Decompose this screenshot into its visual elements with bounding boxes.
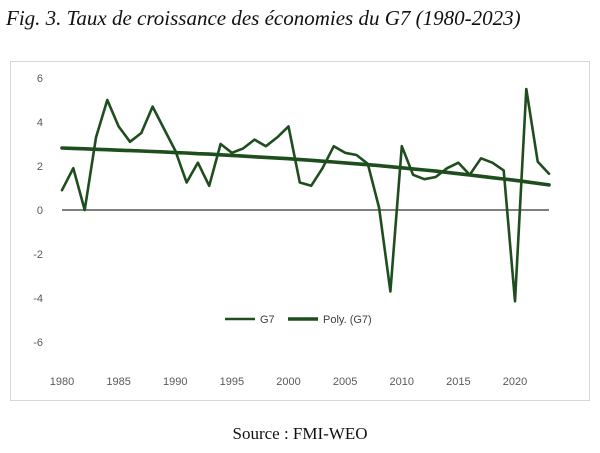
series-line-g7 [60, 87, 551, 303]
y-tick-label: -4 [33, 293, 43, 305]
y-tick-label: 2 [37, 161, 43, 173]
y-tick-label: 4 [37, 117, 43, 129]
x-tick-label: 1995 [220, 376, 244, 388]
x-tick-label: 2000 [276, 376, 300, 388]
growth-line-chart: -6 -4 -2 0 2 4 6 1980 1985 1990 1995 2000 2005 2010 2… [33, 73, 551, 388]
x-tick-label: 2010 [390, 376, 414, 388]
x-tick-label: 1990 [163, 376, 187, 388]
x-tick-label: 2015 [446, 376, 470, 388]
y-tick-label: -6 [33, 337, 43, 349]
x-tick-label: 2005 [333, 376, 357, 388]
legend-label: Poly. (G7) [323, 314, 372, 326]
y-tick-label: 6 [37, 73, 43, 85]
legend-label: G7 [260, 314, 275, 326]
x-tick-label: 1985 [106, 376, 130, 388]
figure-title: Fig. 3. Taux de croissance des économies… [6, 6, 521, 30]
legend: G7 Poly. (G7) [225, 314, 372, 326]
source-note: Source : FMI-WEO [232, 424, 368, 443]
y-tick-label: 0 [37, 205, 43, 217]
x-tick-label: 2020 [503, 376, 527, 388]
y-tick-label: -2 [33, 249, 43, 261]
chart-area: -6 -4 -2 0 2 4 6 1980 1985 1990 1995 2000 2005 2010 2… [10, 61, 590, 401]
series-line-trend [60, 146, 551, 187]
x-tick-label: 1980 [50, 376, 74, 388]
